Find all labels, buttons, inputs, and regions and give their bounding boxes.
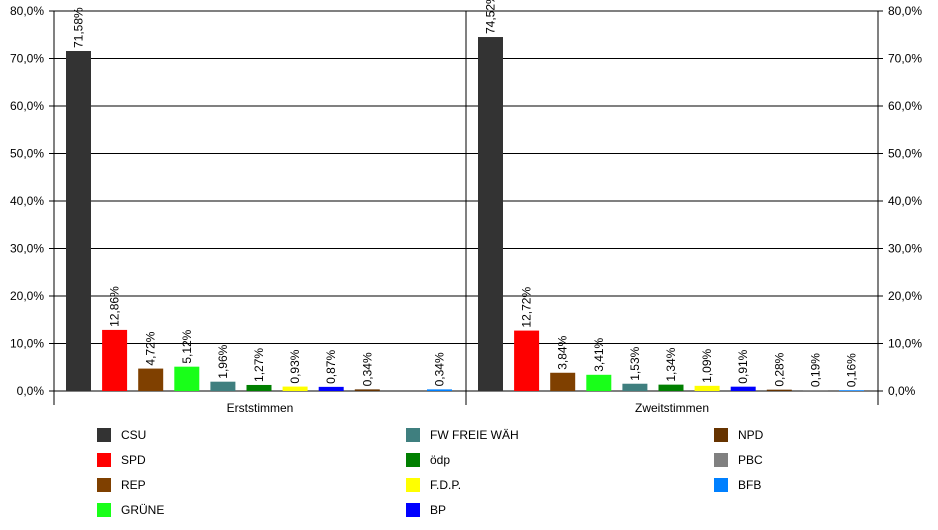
y-tick-label-right: 40,0%: [888, 194, 922, 208]
axes: 0,0% 0,0% 10,0% 10,0% 20,0% 20,0% 30,0% 30,0% 40…: [10, 4, 922, 415]
y-tick-label-left: 50,0%: [10, 147, 44, 161]
y-tick-label-left: 20,0%: [10, 289, 44, 303]
data-label: 0,93%: [288, 349, 302, 383]
data-label: 0,34%: [360, 352, 374, 386]
bar: [282, 386, 308, 391]
bar: [174, 366, 200, 391]
bar: [138, 368, 164, 391]
bar: [622, 383, 648, 391]
group-label: Zweitstimmen: [635, 401, 709, 415]
bar: [550, 372, 576, 391]
bar: [66, 50, 91, 392]
data-label: 12,86%: [108, 286, 122, 327]
group-label: Erststimmen: [227, 401, 294, 415]
data-label: 1,96%: [216, 344, 230, 378]
data-label: 0,19%: [808, 353, 822, 387]
data-label: 74,52%: [484, 0, 498, 34]
y-tick-label-left: 0,0%: [17, 384, 45, 398]
bar: [478, 37, 503, 391]
data-label: 3,84%: [556, 335, 570, 369]
bar: [766, 389, 792, 391]
y-tick-label-left: 60,0%: [10, 99, 44, 113]
y-tick-label-left: 40,0%: [10, 194, 44, 208]
bar: [586, 374, 612, 391]
y-tick-label-right: 0,0%: [888, 384, 916, 398]
y-tick-label-right: 50,0%: [888, 147, 922, 161]
bar: [802, 390, 828, 391]
data-labels: 71,58% 12,86% 4,72% 5,12% 1,96% 1,27% 0,93% 0,8…: [72, 0, 859, 387]
bar: [658, 384, 684, 391]
bars: [66, 37, 864, 392]
data-label: 1,27%: [252, 348, 266, 382]
bar: [354, 389, 380, 391]
bar: [694, 385, 720, 391]
data-label: 12,72%: [520, 287, 534, 328]
y-tick-label-right: 10,0%: [888, 337, 922, 351]
data-label: 71,58%: [72, 7, 86, 48]
data-label: 1,53%: [628, 346, 642, 380]
y-tick-label-right: 30,0%: [888, 242, 922, 256]
y-tick-label-right: 80,0%: [888, 4, 922, 18]
data-label: 0,87%: [324, 350, 338, 384]
y-tick-label-left: 10,0%: [10, 337, 44, 351]
y-tick-label-right: 60,0%: [888, 99, 922, 113]
y-tick-label-left: 70,0%: [10, 52, 44, 66]
bar: [839, 390, 864, 391]
data-label: 1,09%: [700, 348, 714, 382]
data-label: 3,41%: [592, 337, 606, 371]
bar: [730, 386, 756, 391]
data-label: 0,28%: [772, 352, 786, 386]
bar: [246, 384, 272, 391]
data-label: 5,12%: [180, 329, 194, 363]
bar: [102, 329, 128, 391]
data-label: 0,91%: [736, 349, 750, 383]
data-label: 0,16%: [845, 353, 859, 387]
data-label: 0,34%: [433, 352, 447, 386]
bar: [514, 330, 540, 391]
bar: [318, 386, 344, 391]
y-tick-label-right: 20,0%: [888, 289, 922, 303]
data-label: 4,72%: [144, 331, 158, 365]
y-tick-label-left: 80,0%: [10, 4, 44, 18]
bar: [427, 389, 452, 391]
y-tick-label-right: 70,0%: [888, 52, 922, 66]
data-label: 1,34%: [664, 347, 678, 381]
y-tick-label-left: 30,0%: [10, 242, 44, 256]
bar: [210, 381, 236, 391]
